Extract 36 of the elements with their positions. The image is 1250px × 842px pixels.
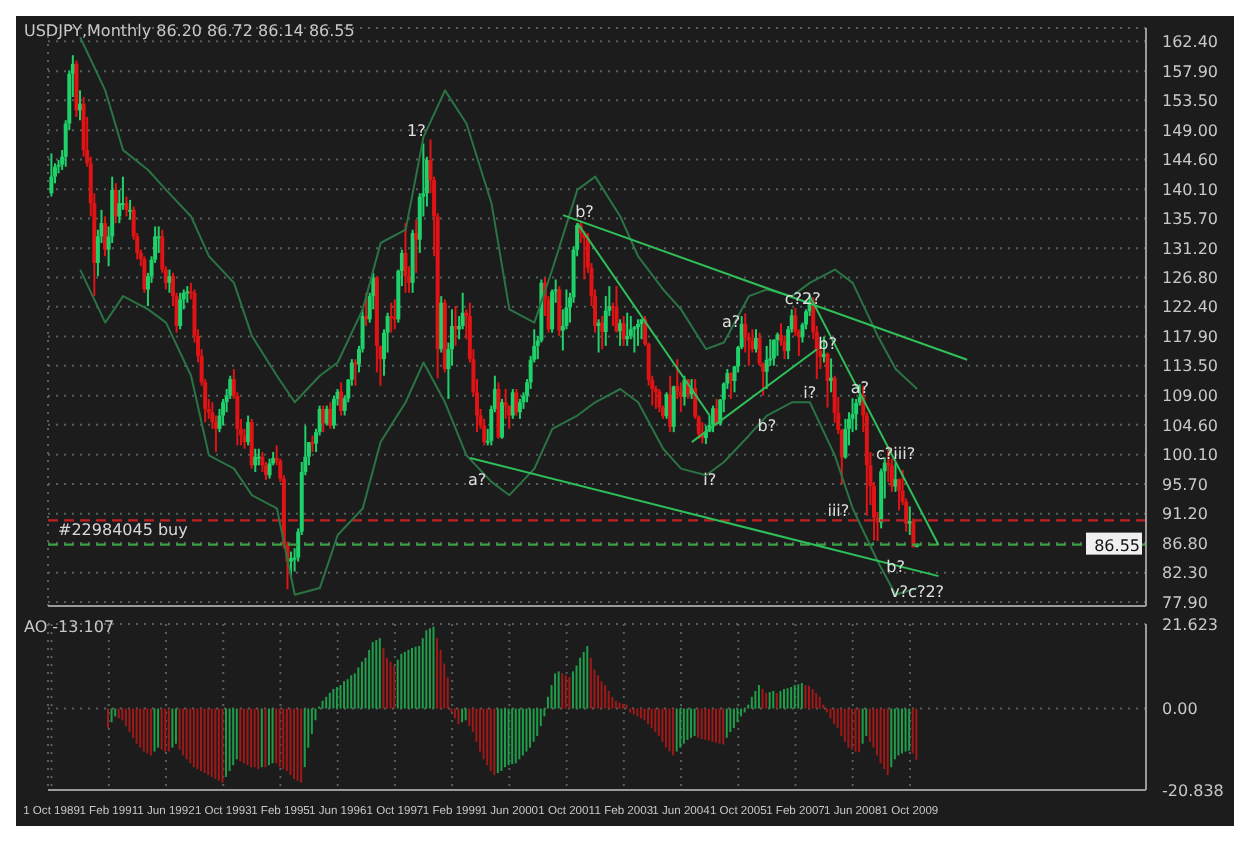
annotation: 86.55 [1094, 536, 1140, 555]
y-tick-label: 117.90 [1162, 328, 1218, 347]
annotation: a? [468, 471, 487, 490]
y-tick-label: 131.20 [1162, 240, 1218, 258]
y-tick-label: 149.00 [1162, 121, 1218, 140]
ref-line-label: #22984045 buy [58, 520, 189, 539]
y-tick-label: 95.70 [1162, 475, 1208, 494]
annotation: v?c?2? [890, 583, 945, 602]
annotation: a? [721, 313, 741, 332]
y-tick-label: 21.623 [1162, 615, 1218, 634]
y-tick-label: 109.00 [1162, 387, 1218, 406]
y-tick-label: 144.60 [1162, 151, 1218, 170]
y-tick-label: 135.70 [1162, 210, 1218, 229]
y-tick-label: 126.80 [1162, 269, 1218, 288]
annotation: iii? [827, 502, 850, 521]
y-tick-label: 122.40 [1162, 298, 1218, 317]
y-tick-label: 0.00 [1162, 700, 1198, 719]
y-tick-label: 100.10 [1162, 446, 1218, 465]
y-tick-label: 82.30 [1162, 564, 1208, 583]
y-tick-label: 86.80 [1162, 534, 1208, 553]
y-tick-label: 162.40 [1162, 32, 1218, 51]
y-tick-label: 157.90 [1162, 62, 1218, 81]
chart-title: USDJPY,Monthly 86.20 86.72 86.14 86.55 [24, 22, 355, 40]
y-tick-label: 91.20 [1162, 505, 1208, 524]
chart-title: AO -13.107 [24, 618, 115, 636]
annotation: i? [703, 471, 717, 490]
y-tick-label: 153.50 [1162, 92, 1218, 111]
y-tick-label: 140.10 [1162, 180, 1218, 199]
annotation: i? [803, 384, 817, 403]
annotation: b? [757, 417, 777, 436]
annotation: 1? [407, 122, 426, 141]
annotation: b? [575, 203, 594, 222]
y-tick-label: 77.90 [1162, 593, 1208, 612]
y-tick-label: 104.60 [1162, 416, 1218, 435]
y-tick-label: -20.838 [1162, 781, 1224, 800]
y-tick-label: 113.50 [1162, 357, 1218, 376]
